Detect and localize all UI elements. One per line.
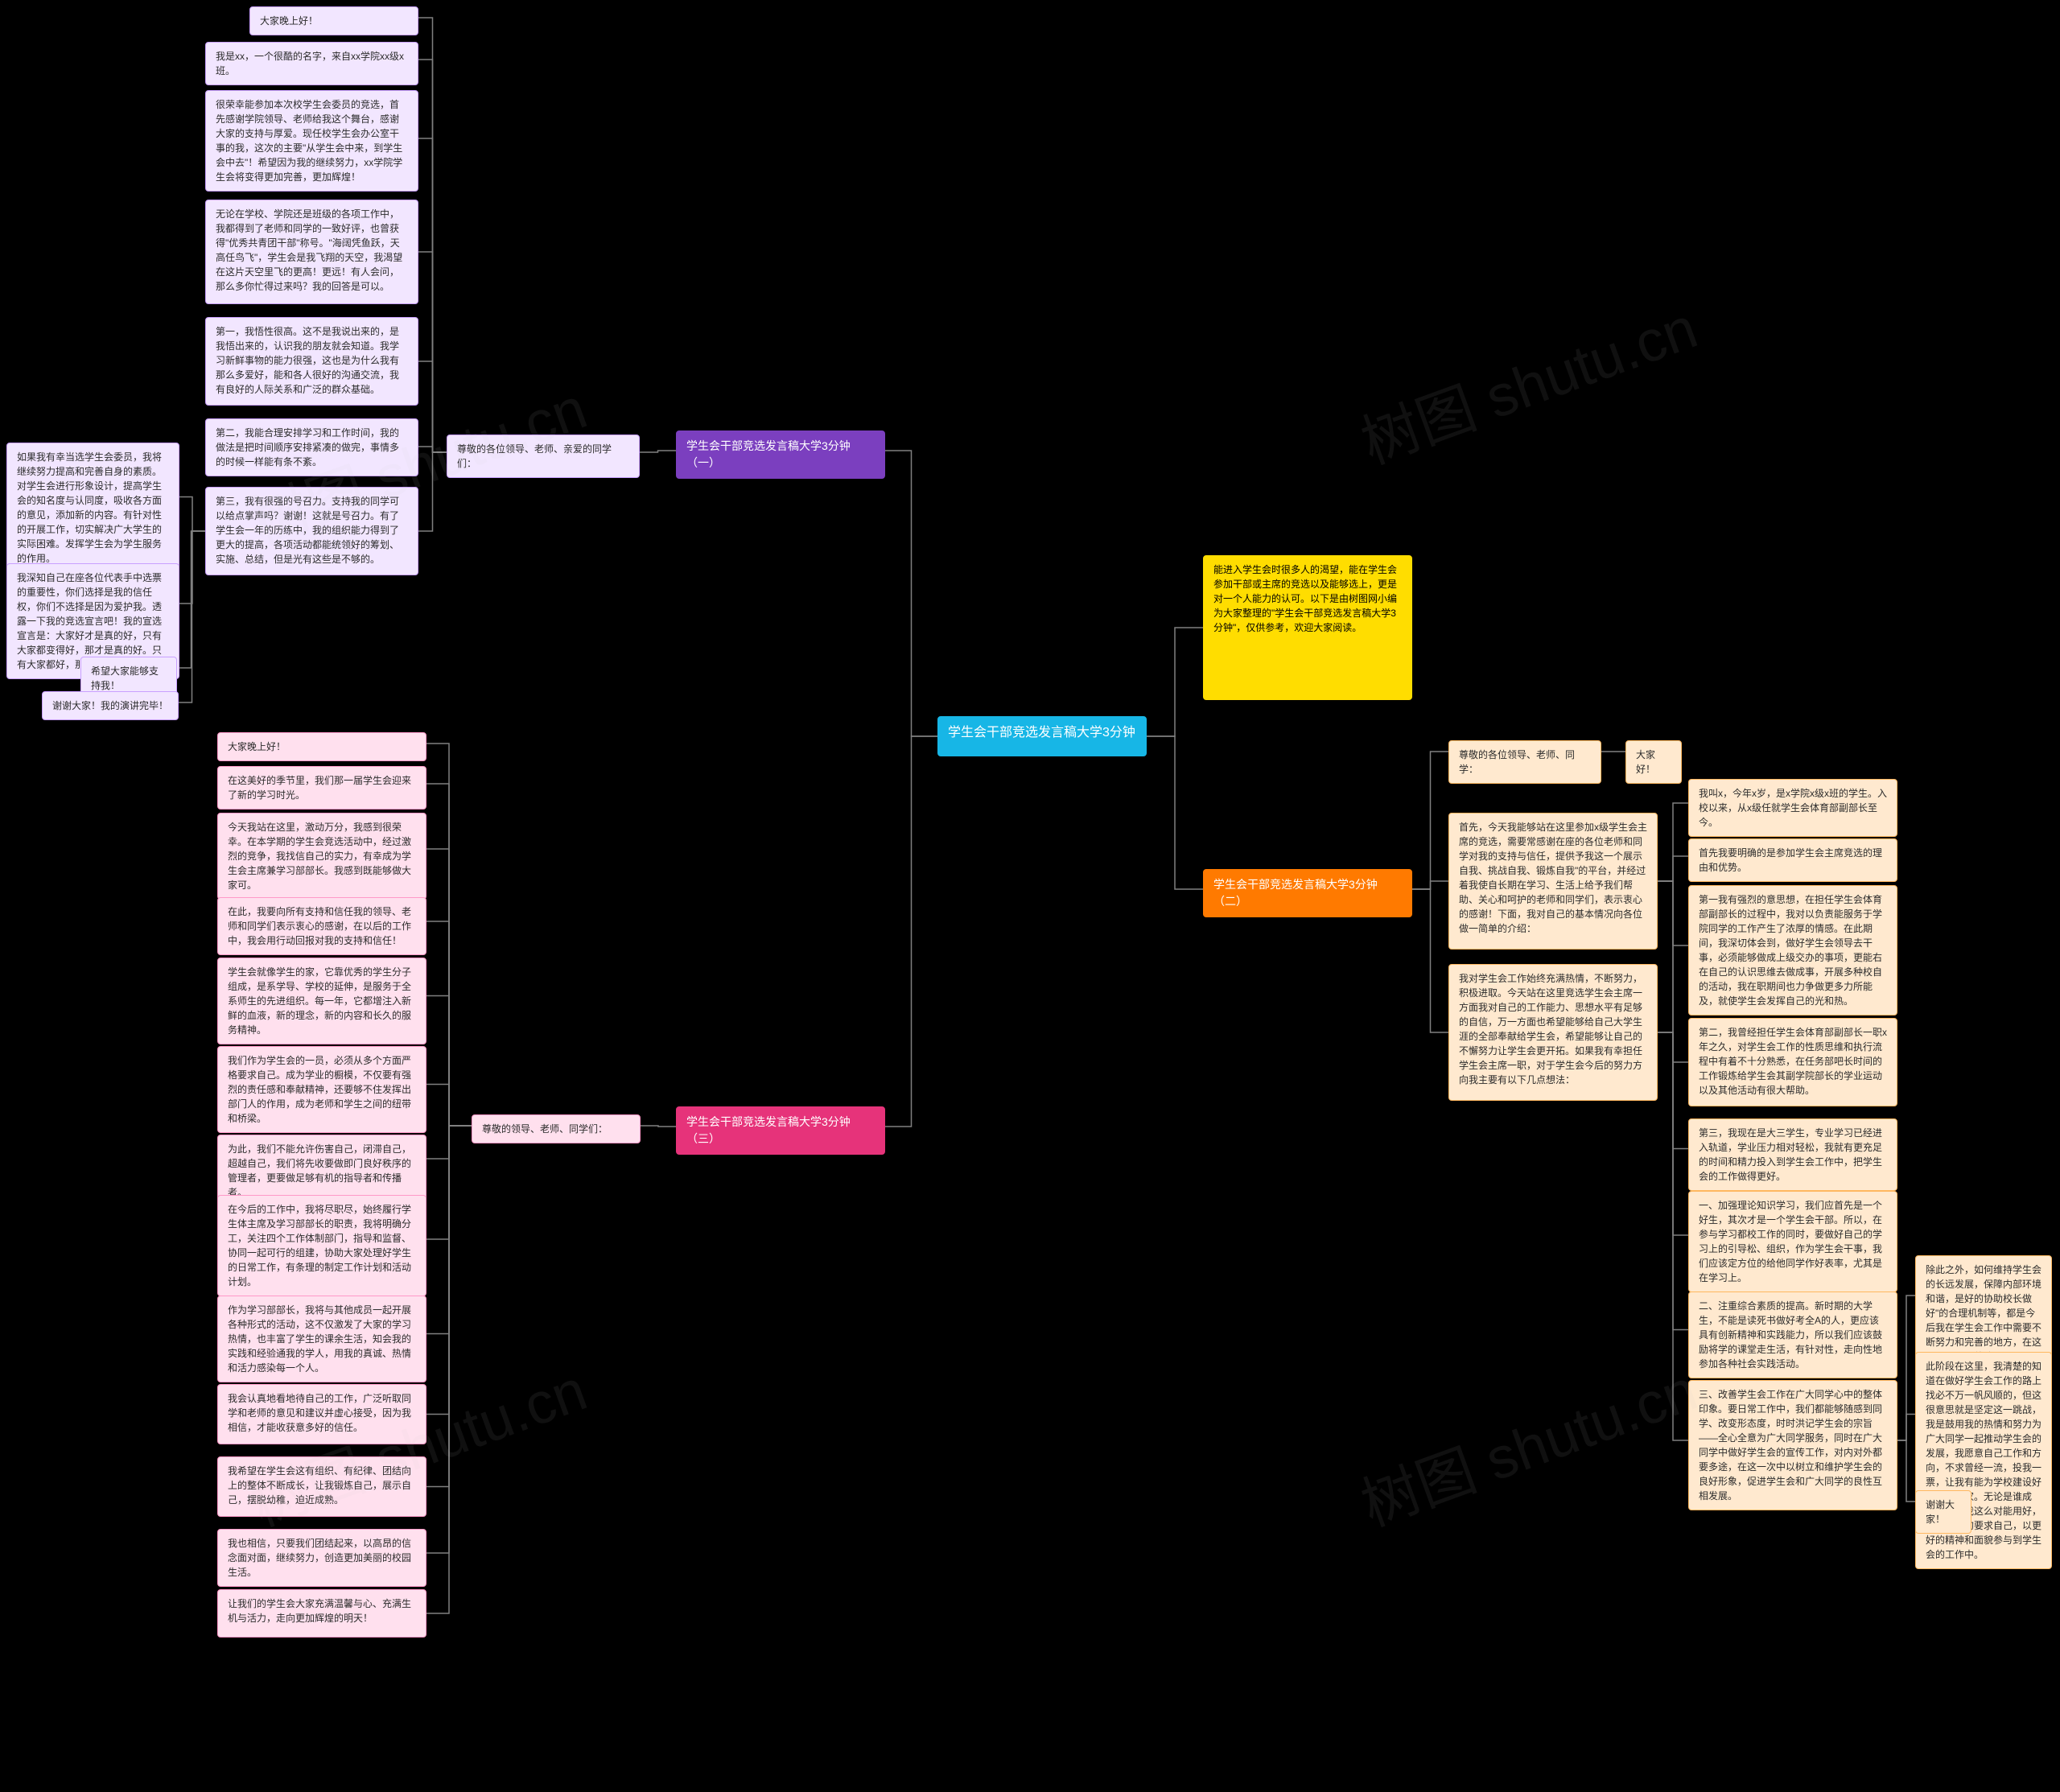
node-b2_j[interactable]: 此阶段在这里，我清楚的知道在做好学生会工作的路上找必不万一帆风顺的，但这很意思就… [1915,1352,2052,1569]
edge [426,1126,472,1487]
node-b3_12[interactable]: 我也相信，只要我们团结起来，以高昂的信念面对面，继续努力，创造更加美丽的校园生活… [217,1529,426,1587]
watermark: 树图 shutu.cn [1348,1343,1707,1543]
node-b3_6[interactable]: 我们作为学生会的一员，必须从多个方面严格要求自己。成为学业的橱模，不仅要有强烈的… [217,1046,426,1133]
node-b3_13[interactable]: 让我们的学生会大家充满温馨与心、充满生机与活力，走向更加辉煌的明天！ [217,1589,426,1638]
edge [426,1126,472,1415]
node-b1_4[interactable]: 无论在学校、学院还是班级的各项工作中，我都得到了老师和同学的一致好评，也曾获得"… [205,200,418,304]
edge [418,138,447,452]
watermark: 树图 shutu.cn [1348,281,1707,480]
node-b2_k[interactable]: 谢谢大家！ [1915,1490,1971,1534]
node-b1[interactable]: 学生会干部竞选发言稿大学3分钟（一） [676,430,885,479]
node-b2_g[interactable]: 二、注重综合素质的提高。新时期的大学生，不能是读死书做好考全A的人，更应该具有创… [1688,1291,1897,1378]
edge [418,60,447,452]
node-b2_b[interactable]: 首先我要明确的是参加学生会主席竞选的理由和优势。 [1688,838,1897,882]
node-b2_h[interactable]: 三、改善学生会工作在广大同学心中的整体印象。要日常工作中，我们都能够随感到同学、… [1688,1380,1897,1510]
edge [1658,881,1688,1062]
node-b3[interactable]: 学生会干部竞选发言稿大学3分钟（三） [676,1106,885,1155]
node-b3_1[interactable]: 大家晚上好！ [217,732,426,761]
node-root[interactable]: 学生会干部竞选发言稿大学3分钟 [937,716,1147,756]
node-b3_3[interactable]: 今天我站在这里，激动万分，我感到很荣幸。在本学期的学生会竞选活动中，经过激烈的竞… [217,813,426,900]
node-b3_4[interactable]: 在此，我要向所有支持和信任我的领导、老师和同学们表示衷心的感谢，在以后的工作中，… [217,897,426,955]
edge [426,1085,472,1127]
edge [418,447,447,452]
node-b2_e[interactable]: 第三，我现在是大三学生，专业学习已经进入轨道，学业压力相对轻松，我就有更充足的时… [1688,1118,1897,1191]
edge [426,1126,472,1159]
edge [1658,881,1688,1149]
edge [426,849,472,1126]
edge [1897,1415,1915,1441]
edge [1658,1032,1688,1440]
node-b1_7[interactable]: 第三，我有很强的号召力。支持我的同学可以给点掌声吗？谢谢！这就是号召力。有了学生… [205,487,418,575]
edge [179,497,205,532]
edge [418,18,447,452]
node-b1_3[interactable]: 很荣幸能参加本次校学生会委员的竞选，首先感谢学院领导、老师给我这个舞台，感谢大家… [205,90,418,192]
node-b3_8[interactable]: 在今后的工作中，我将尽职尽，始终履行学生体主席及学习部部长的职责，我将明确分工，… [217,1195,426,1296]
edge [1658,1032,1688,1235]
edge [641,1126,676,1127]
node-b3_11[interactable]: 我希望在学生会这有组织、有纪律、团结向上的整体不断成长，让我锻炼自己，展示自己，… [217,1456,426,1517]
edge [1412,881,1448,889]
edge [1897,1296,1915,1440]
edge [426,996,472,1127]
edge [418,452,447,531]
node-b3_5[interactable]: 学生会就像学生的家，它靠优秀的学生分子组成，是系学导、学校的延伸，是服务于全系师… [217,958,426,1044]
node-b3_9[interactable]: 作为学习部部长，我将与其他成员一起开展各种形式的活动，这不仅激发了大家的学习热情… [217,1296,426,1382]
node-b3h[interactable]: 尊敬的领导、老师、同学们： [472,1114,641,1143]
node-intro[interactable]: 能进入学生会时很多人的渴望，能在学生会参加干部或主席的竞选以及能够选上，更是对一… [1203,555,1412,700]
edge [1147,736,1203,889]
node-b2_f[interactable]: 一、加强理论知识学习，我们应首先是一个好生，其次才是一个学生会干部。所以，在参与… [1688,1191,1897,1292]
edge [1658,1032,1688,1330]
mindmap-canvas: 学生会干部竞选发言稿大学3分钟 能进入学生会时很多人的渴望，能在学生会参加干部或主… [0,0,2060,1792]
edge [640,451,676,452]
edge [426,1126,472,1553]
node-b2[interactable]: 学生会干部竞选发言稿大学3分钟（二） [1203,869,1412,917]
edge [426,784,472,1126]
edge [885,451,937,736]
node-b2_c[interactable]: 第一我有强烈的意思想，在担任学生会体育部副部长的过程中，我对以负责能服务于学院同… [1688,885,1897,1015]
edge [885,736,937,1127]
node-b3_2[interactable]: 在这美好的季节里，我们那一届学生会迎来了新的学习时光。 [217,766,426,809]
node-b2_a[interactable]: 我叫x，今年x岁，是x学院x级x班的学生。入校以来，从x级任就学生会体育部副部长… [1688,779,1897,837]
node-b2h[interactable]: 尊敬的各位领导、老师、同学： [1448,740,1601,784]
edge [426,1126,472,1239]
edge [426,921,472,1126]
edge [426,1126,472,1613]
node-b2_hi[interactable]: 大家好！ [1625,740,1682,784]
edge [418,361,447,452]
node-b2_2[interactable]: 我对学生会工作始终充满热情，不断努力，积极进取。今天站在这里竞选学生会主席一方面… [1448,964,1658,1101]
node-b1_5[interactable]: 第一，我悟性很高。这不是我说出来的，是我悟出来的，认识我的朋友就会知道。我学习新… [205,317,418,406]
edge [426,744,472,1126]
node-b1_2[interactable]: 我是xx，一个很酷的名字，来自xx学院xx级x班。 [205,42,418,85]
edge [179,531,205,604]
edge [177,531,205,668]
edge [1412,889,1448,1032]
edge [1658,881,1688,945]
edge [1897,1440,1915,1502]
edge [179,531,205,702]
node-b1_1[interactable]: 大家晚上好！ [249,6,418,35]
edge [1658,803,1688,881]
edge [426,1126,472,1334]
node-b1_8[interactable]: 如果我有幸当选学生会委员，我将继续努力提高和完善自身的素质。对学生会进行形象设计… [6,443,179,573]
node-b1_6[interactable]: 第二，我能合理安排学习和工作时间，我的做法是把时间顺序安排紧凑的做完，事情多的时… [205,418,418,476]
edge [1658,856,1688,881]
edge [1412,752,1448,889]
node-b3_10[interactable]: 我会认真地看地待自己的工作，广泛听取同学和老师的意见和建议并虚心接受，因为我相信… [217,1384,426,1444]
node-b2_d[interactable]: 第二，我曾经担任学生会体育部副部长一职x年之久，对学生会工作的性质思维和执行流程… [1688,1018,1897,1106]
node-b1_11[interactable]: 谢谢大家！我的演讲完毕！ [42,691,179,720]
edge [418,252,447,452]
node-b2_1[interactable]: 首先，今天我能够站在这里参加x级学生会主席的竞选，需要常感谢在座的各位老师和同学… [1448,813,1658,950]
node-b1h[interactable]: 尊敬的各位领导、老师、亲爱的同学们： [447,435,640,478]
edge [1147,628,1203,736]
